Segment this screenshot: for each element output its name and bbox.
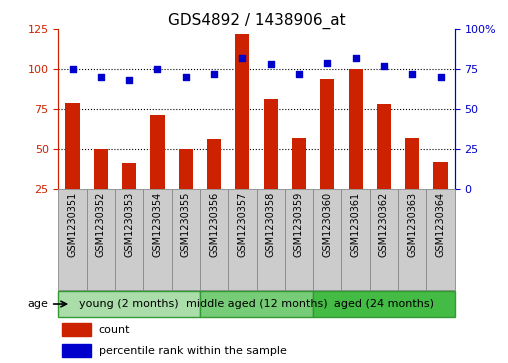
- Point: [69, 66, 77, 72]
- Bar: [370, 189, 398, 290]
- Text: GSM1230360: GSM1230360: [322, 192, 332, 257]
- Text: GSM1230354: GSM1230354: [152, 192, 163, 257]
- Bar: [62, 323, 90, 337]
- Text: GSM1230356: GSM1230356: [209, 192, 219, 257]
- Bar: [58, 189, 87, 290]
- Point: [125, 77, 133, 83]
- Point: [295, 71, 303, 77]
- Bar: [207, 139, 221, 189]
- Bar: [257, 189, 285, 290]
- Text: count: count: [99, 325, 130, 335]
- Point: [238, 55, 246, 61]
- Bar: [313, 291, 455, 317]
- Text: GSM1230359: GSM1230359: [294, 192, 304, 257]
- Bar: [172, 189, 200, 290]
- Bar: [143, 189, 172, 290]
- Bar: [264, 99, 278, 189]
- Point: [436, 74, 444, 80]
- Point: [182, 74, 190, 80]
- Text: age: age: [27, 299, 48, 309]
- Bar: [398, 189, 426, 290]
- Bar: [200, 189, 228, 290]
- Bar: [292, 138, 306, 189]
- Bar: [348, 69, 363, 189]
- Bar: [115, 189, 143, 290]
- Text: aged (24 months): aged (24 months): [334, 299, 434, 309]
- Text: GSM1230357: GSM1230357: [237, 192, 247, 257]
- Bar: [200, 291, 313, 317]
- Bar: [179, 149, 193, 189]
- Text: GSM1230352: GSM1230352: [96, 192, 106, 257]
- Text: middle aged (12 months): middle aged (12 months): [186, 299, 327, 309]
- Text: GSM1230362: GSM1230362: [379, 192, 389, 257]
- Point: [97, 74, 105, 80]
- Bar: [94, 149, 108, 189]
- Bar: [433, 162, 448, 189]
- Bar: [87, 189, 115, 290]
- Bar: [122, 163, 136, 189]
- Title: GDS4892 / 1438906_at: GDS4892 / 1438906_at: [168, 13, 345, 29]
- Point: [267, 61, 275, 67]
- Bar: [341, 189, 370, 290]
- Bar: [235, 34, 249, 189]
- Bar: [66, 102, 80, 189]
- Text: young (2 months): young (2 months): [79, 299, 179, 309]
- Text: GSM1230358: GSM1230358: [266, 192, 276, 257]
- Point: [408, 71, 416, 77]
- Bar: [313, 189, 341, 290]
- Bar: [228, 189, 257, 290]
- Point: [352, 55, 360, 61]
- Bar: [150, 115, 165, 189]
- Bar: [320, 78, 334, 189]
- Text: GSM1230353: GSM1230353: [124, 192, 134, 257]
- Bar: [62, 344, 90, 357]
- Text: GSM1230351: GSM1230351: [68, 192, 78, 257]
- Bar: [405, 138, 419, 189]
- Bar: [426, 189, 455, 290]
- Point: [323, 60, 331, 65]
- Text: GSM1230363: GSM1230363: [407, 192, 417, 257]
- Point: [153, 66, 162, 72]
- Text: GSM1230364: GSM1230364: [435, 192, 446, 257]
- Point: [380, 63, 388, 69]
- Text: GSM1230361: GSM1230361: [351, 192, 361, 257]
- Bar: [285, 189, 313, 290]
- Point: [210, 71, 218, 77]
- Bar: [377, 104, 391, 189]
- Bar: [58, 291, 200, 317]
- Text: percentile rank within the sample: percentile rank within the sample: [99, 346, 287, 356]
- Text: GSM1230355: GSM1230355: [181, 192, 191, 257]
